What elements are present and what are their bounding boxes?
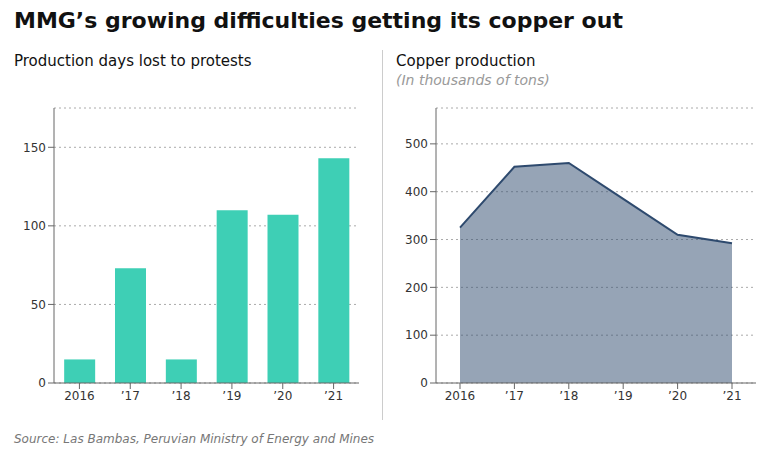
svg-text:0: 0 bbox=[420, 376, 428, 390]
svg-text:50: 50 bbox=[31, 298, 46, 312]
svg-text:200: 200 bbox=[405, 281, 428, 295]
svg-text:0: 0 bbox=[38, 376, 46, 390]
svg-text:’18: ’18 bbox=[559, 389, 578, 403]
svg-text:100: 100 bbox=[23, 219, 46, 233]
svg-text:400: 400 bbox=[405, 185, 428, 199]
svg-text:300: 300 bbox=[405, 233, 428, 247]
svg-text:’17: ’17 bbox=[121, 389, 140, 403]
html-text:MMG’s growing difficulties get: MMG’s growing difficulties getting its c… bbox=[14, 8, 623, 33]
svg-text:’20: ’20 bbox=[668, 389, 687, 403]
svg-text:500: 500 bbox=[405, 137, 428, 151]
svg-text:’19: ’19 bbox=[222, 389, 241, 403]
html-text:(In thousands of tons): (In thousands of tons) bbox=[396, 72, 550, 88]
svg-text:’17: ’17 bbox=[505, 389, 524, 403]
svg-text:100: 100 bbox=[405, 328, 428, 342]
svg-text:2016: 2016 bbox=[445, 389, 476, 403]
html-text:Source: Las Bambas, Peruvian M: Source: Las Bambas, Peruvian Ministry of… bbox=[14, 432, 375, 446]
svg-text:150: 150 bbox=[23, 141, 46, 155]
html-text:Production days lost to protes: Production days lost to protests bbox=[14, 52, 252, 70]
svg-text:2016: 2016 bbox=[64, 389, 95, 403]
svg-text:’18: ’18 bbox=[172, 389, 191, 403]
html-text:Copper production: Copper production bbox=[396, 52, 536, 70]
svg-text:’21: ’21 bbox=[324, 389, 343, 403]
svg-text:’21: ’21 bbox=[722, 389, 741, 403]
svg-text:’19: ’19 bbox=[614, 389, 633, 403]
svg-text:’20: ’20 bbox=[273, 389, 292, 403]
